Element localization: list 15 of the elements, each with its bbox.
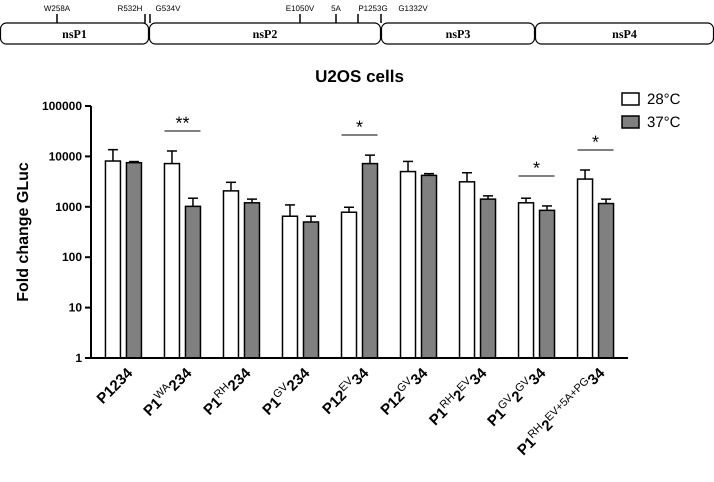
y-tick-label: 100000 (42, 99, 82, 113)
y-tick-label: 1 (75, 351, 82, 365)
y-tick-label: 100 (62, 250, 82, 264)
y-axis-title: Fold change GLuc (15, 162, 32, 302)
annotation: * (356, 117, 364, 137)
annotation: * (533, 158, 540, 178)
legend-label: 37°C (647, 114, 681, 131)
chart-title: U2OS cells (315, 67, 404, 86)
annotation: * (592, 132, 600, 152)
y-tick-label: 1000 (55, 200, 82, 214)
protein-domain-diagram: nsP1 nsP2 nsP3 nsP4 W258A R532H G534V E1050V 5A P1253G G1332V (0, 4, 714, 45)
y-tick-label: 10000 (48, 149, 82, 164)
legend-label: 28°C (647, 91, 681, 108)
annotation: ** (175, 113, 190, 133)
y-tick-label: 10 (68, 300, 82, 315)
